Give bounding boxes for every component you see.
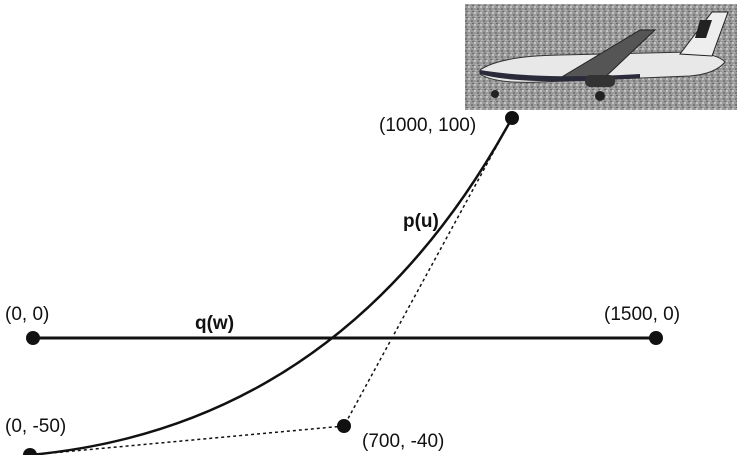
point-label: (0, -50) xyxy=(5,416,66,437)
point xyxy=(649,331,663,345)
point-label: (700, -40) xyxy=(362,431,444,452)
point-label: (1500, 0) xyxy=(604,304,680,325)
point-label: (1000, 100) xyxy=(379,115,476,136)
curve-p xyxy=(30,118,512,455)
point-label: (0, 0) xyxy=(5,304,49,325)
point xyxy=(505,111,519,125)
point xyxy=(26,331,40,345)
curve-label: q(w) xyxy=(195,313,234,334)
curve-label: p(u) xyxy=(403,211,439,232)
control-polygon xyxy=(30,118,512,455)
point xyxy=(23,448,37,455)
airplane-photo xyxy=(465,4,737,110)
diagram: (0, 0) (1500, 0) (0, -50) (700, -40) (10… xyxy=(0,0,737,455)
point xyxy=(337,419,351,433)
